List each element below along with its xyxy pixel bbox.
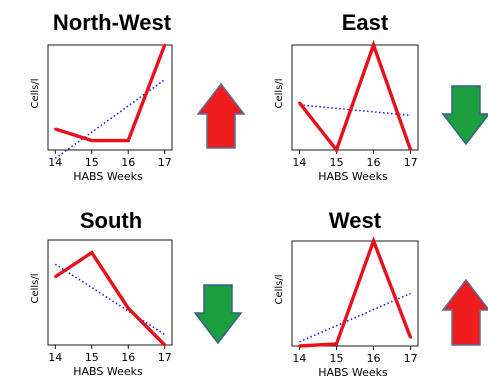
- up-arrow-icon: [441, 278, 488, 346]
- data-point: [298, 101, 301, 104]
- data-point: [90, 251, 93, 254]
- x-tick-label: 17: [404, 352, 418, 365]
- x-tick-label: 17: [158, 156, 172, 169]
- chart-title: West: [329, 208, 382, 233]
- x-tick-label: 17: [158, 351, 172, 364]
- data-point: [335, 148, 338, 152]
- data-series-line: [298, 39, 413, 154]
- data-point: [298, 344, 301, 348]
- down-arrow-icon: [441, 85, 488, 146]
- y-axis-label: Cells/l: [274, 274, 285, 304]
- trend-line: [54, 263, 166, 336]
- x-axis-label: HABS Weeks: [73, 365, 143, 378]
- data-point: [127, 139, 130, 142]
- up-arrow-icon: [196, 82, 246, 149]
- chart-panel-3: South 14 15 16 17 HABS Weeks Cells/l: [30, 208, 243, 378]
- x-tick-label: 16: [121, 351, 135, 364]
- data-point: [409, 336, 412, 339]
- y-axis-label: Cells/l: [30, 78, 41, 108]
- plot-frame: [47, 239, 173, 346]
- chart-title: South: [80, 208, 142, 233]
- data-point: [54, 127, 57, 131]
- x-tick-label: 16: [367, 352, 381, 365]
- x-tick-label: 14: [48, 351, 62, 364]
- x-tick-label: 15: [329, 156, 343, 169]
- chart-title: East: [342, 10, 389, 35]
- x-tick-label: 14: [48, 156, 62, 169]
- chart-panel-1: North-West 14 15 16 17 HABS Weeks Cells/l: [30, 10, 246, 183]
- x-tick-label: 16: [367, 156, 381, 169]
- x-tick-label: 17: [404, 156, 418, 169]
- x-axis-label: HABS Weeks: [318, 366, 388, 379]
- x-tick-label: 15: [85, 351, 99, 364]
- y-axis-label: Cells/l: [30, 273, 41, 303]
- x-axis-label: HABS Weeks: [73, 170, 143, 183]
- down-arrow-icon: [193, 284, 243, 345]
- data-series-line: [299, 236, 413, 348]
- x-tick-label: 16: [121, 156, 135, 169]
- y-axis-label: Cells/l: [274, 78, 285, 108]
- chart-panel-4: West 14 15 16 17 HABS Weeks Cells/l: [274, 208, 488, 379]
- data-point: [163, 343, 166, 347]
- data-point: [372, 239, 375, 243]
- data-series-line: [54, 250, 166, 347]
- x-tick-label: 14: [292, 352, 306, 365]
- data-point: [127, 307, 130, 310]
- x-tick-label: 14: [292, 156, 306, 169]
- trend-line: [299, 292, 411, 343]
- x-axis-label: HABS Weeks: [318, 170, 388, 183]
- chart-title: North-West: [53, 10, 172, 35]
- data-point: [409, 148, 412, 152]
- chart-panel-2: East 14 15 16 17 HABS Weeks Cells/l: [274, 10, 488, 183]
- x-tick-label: 15: [85, 156, 99, 169]
- data-series-line: [54, 44, 167, 143]
- data-point: [163, 43, 166, 47]
- plot-frame: [47, 44, 173, 151]
- data-point: [335, 342, 338, 346]
- data-point: [90, 139, 93, 142]
- trend-line: [299, 104, 411, 117]
- data-point: [372, 43, 375, 47]
- plot-frame: [291, 44, 419, 151]
- data-point: [54, 275, 57, 278]
- x-tick-label: 15: [329, 352, 343, 365]
- plot-frame: [291, 240, 419, 347]
